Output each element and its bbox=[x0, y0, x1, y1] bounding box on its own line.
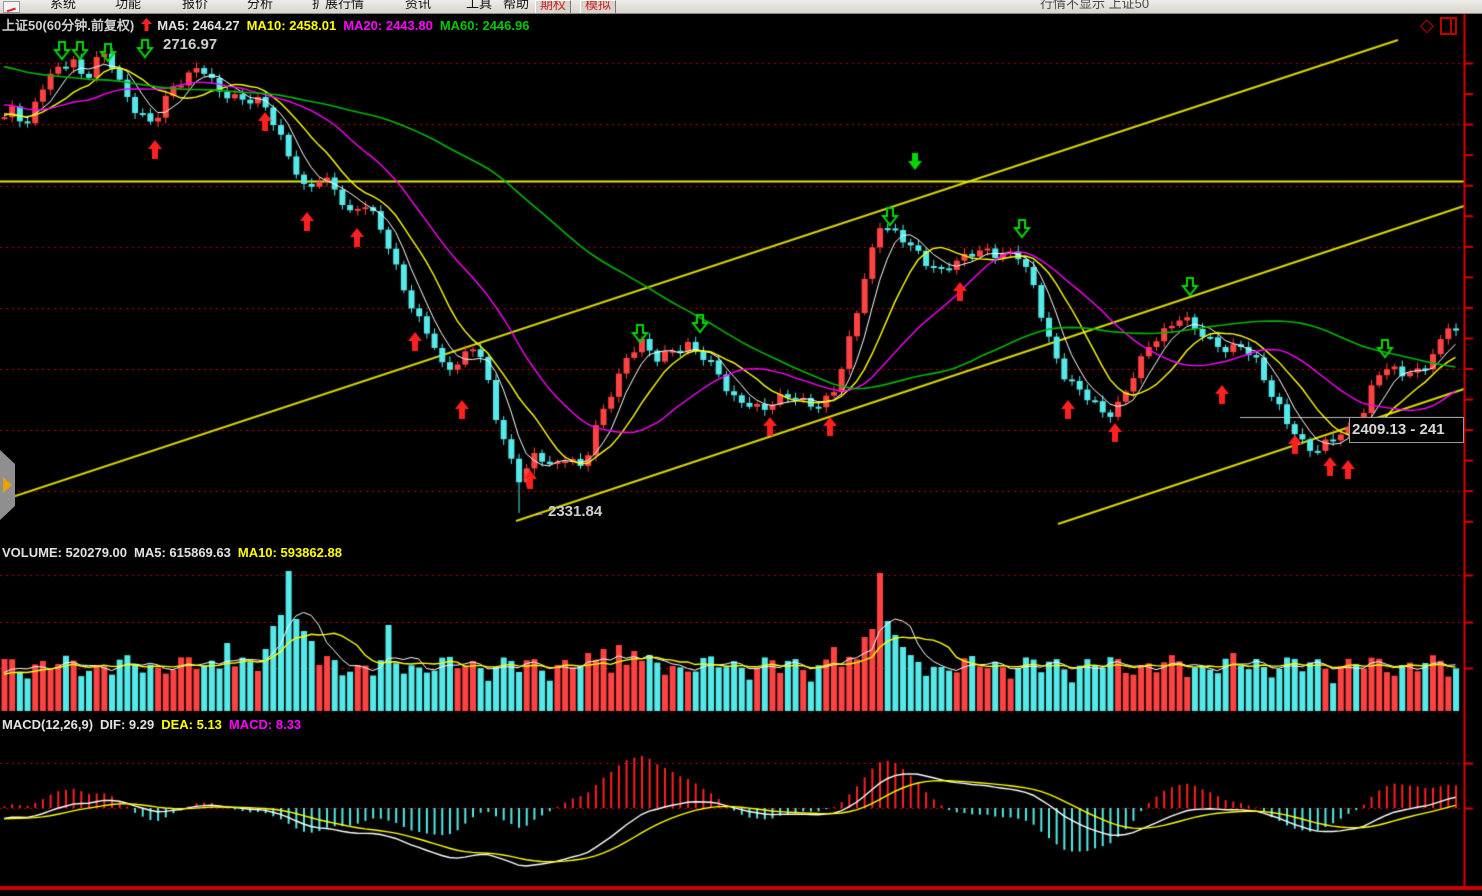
menu-item-5[interactable]: 资讯 bbox=[405, 0, 432, 11]
expand-arrow-icon bbox=[3, 477, 12, 493]
ma60-value: MA60: 2446.96 bbox=[439, 18, 530, 33]
macd-header: MACD(12,26,9) DIF: 9.29 DEA: 5.13 MACD: 8.3… bbox=[2, 717, 308, 732]
mark-diamond-icon[interactable]: ◇ bbox=[1420, 15, 1434, 35]
menu-hot-item-1[interactable]: 模拟 bbox=[580, 0, 617, 13]
up-arrow-icon bbox=[141, 18, 153, 31]
low-pointer-icon: ← bbox=[534, 507, 545, 519]
app-icon[interactable] bbox=[3, 1, 20, 13]
main-chart-header: 上证50(60分钟.前复权) MA5: 2464.27 MA10: 2458.01 M… bbox=[2, 15, 536, 34]
macd-label: MACD(12,26,9) bbox=[2, 717, 94, 732]
menu-item-7[interactable]: 帮助 bbox=[503, 0, 530, 11]
volume-ma5-value: MA5: 615869.63 bbox=[134, 545, 231, 560]
menu-item-1[interactable]: 功能 bbox=[115, 0, 142, 11]
price-range-tooltip: 2409.13 - 241 bbox=[1349, 417, 1464, 443]
volume-ma10-value: MA10: 593862.88 bbox=[237, 545, 342, 560]
sidebar-expand-handle[interactable] bbox=[0, 450, 15, 520]
ma5-value: MA5: 2464.27 bbox=[157, 18, 240, 33]
menu-hot-item-0[interactable]: 期权 bbox=[535, 0, 572, 13]
menu-item-4[interactable]: 扩展行情 bbox=[312, 0, 365, 11]
dif-value: DIF: 9.29 bbox=[100, 717, 155, 732]
dea-value: DEA: 5.13 bbox=[161, 717, 222, 732]
high-price-label: 2716.97 bbox=[163, 36, 218, 53]
window-controls: ◇ bbox=[1420, 15, 1457, 35]
menu-item-3[interactable]: 分析 bbox=[247, 0, 274, 11]
menu-bar: 系统 功能 报价 分析 扩展行情 资讯 工具 帮助 期权 模拟 行情不显示 上证50 bbox=[0, 0, 1482, 14]
volume-header: VOLUME: 520279.00 MA5: 615869.63 MA10: 593… bbox=[2, 545, 349, 560]
right-status-text: 行情不显示 上证50 bbox=[1040, 0, 1150, 11]
instrument-title: 上证50(60分钟.前复权) bbox=[2, 18, 135, 33]
macd-value: MACD: 8.33 bbox=[228, 717, 302, 732]
menu-item-2[interactable]: 报价 bbox=[182, 0, 209, 11]
ma10-value: MA10: 2458.01 bbox=[246, 18, 337, 33]
menu-item-6[interactable]: 工具 bbox=[466, 0, 493, 11]
menu-item-0[interactable]: 系统 bbox=[50, 0, 77, 11]
low-price-label: ← 2331.84 bbox=[534, 503, 603, 520]
ma20-value: MA20: 2443.80 bbox=[343, 18, 433, 33]
volume-value: VOLUME: 520279.00 bbox=[2, 545, 128, 560]
restore-window-icon[interactable] bbox=[1439, 17, 1457, 35]
